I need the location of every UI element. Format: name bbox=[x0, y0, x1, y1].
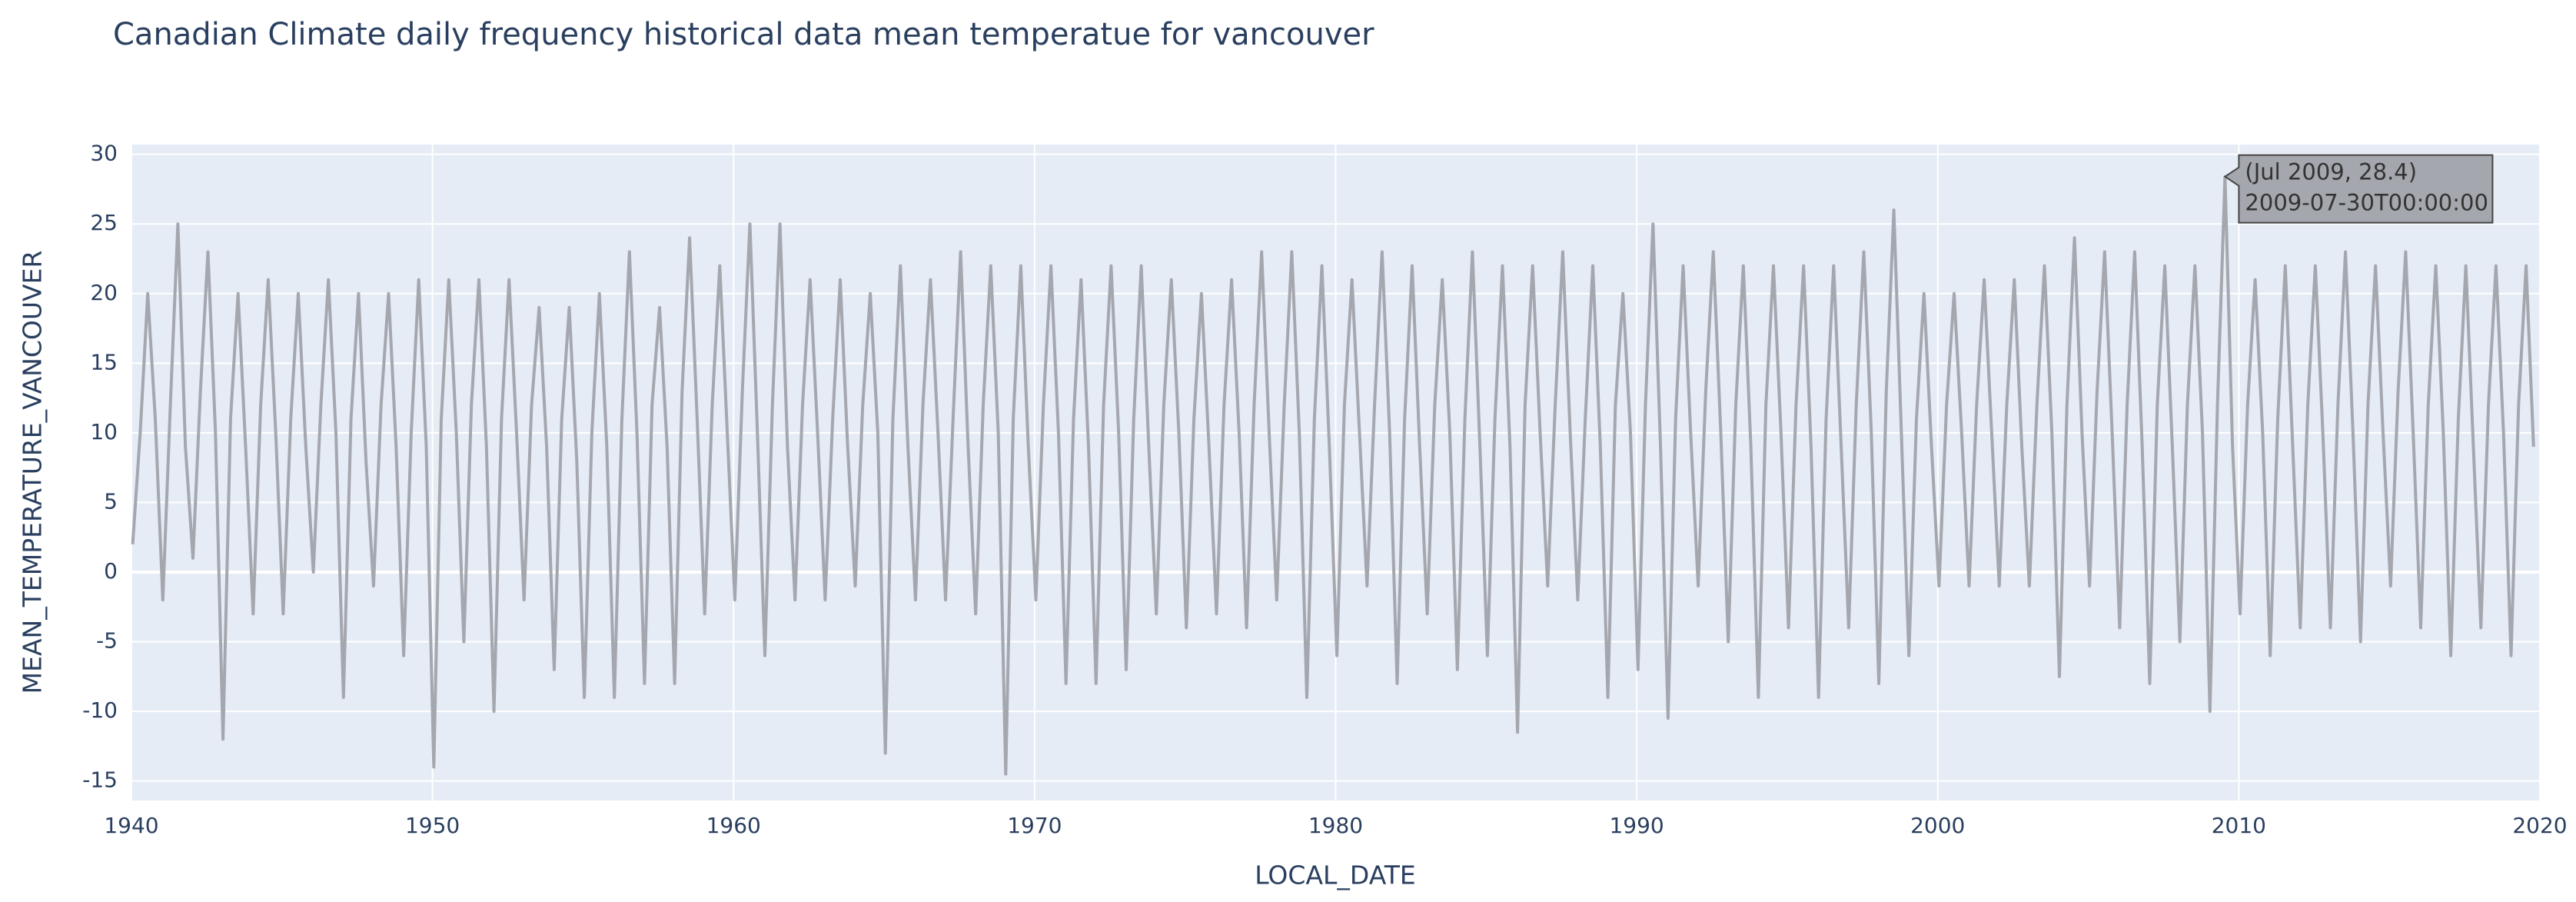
hover-label: (Jul 2009, 28.4) 2009-07-30T00:00:00 bbox=[2223, 154, 2494, 224]
y-tick-label: 25 bbox=[90, 210, 118, 235]
x-tick-label: 1960 bbox=[706, 813, 761, 838]
x-tick-label: 1950 bbox=[405, 813, 460, 838]
y-tick-label: 10 bbox=[90, 419, 118, 444]
y-tick-label: -5 bbox=[96, 628, 118, 654]
x-tick-label: 2010 bbox=[2212, 813, 2266, 838]
x-tick-label: 2020 bbox=[2512, 813, 2567, 838]
x-tick-label: 2000 bbox=[1910, 813, 1965, 838]
x-tick-label: 1970 bbox=[1007, 813, 1062, 838]
y-tick-label: 20 bbox=[90, 280, 118, 305]
hover-text: (Jul 2009, 28.4) bbox=[2245, 159, 2417, 185]
marks bbox=[131, 175, 2535, 776]
y-tick-label: 15 bbox=[90, 349, 118, 374]
y-tick-label: 30 bbox=[90, 141, 118, 166]
x-tick-label: 1990 bbox=[1609, 813, 1664, 838]
y-axis-title: MEAN_TEMPERATURE_VANCOUVER bbox=[18, 251, 48, 694]
line-series bbox=[131, 175, 2535, 776]
hover-box bbox=[2223, 154, 2494, 224]
y-tick-label: 5 bbox=[104, 488, 118, 514]
x-axis-title: LOCAL_DATE bbox=[1255, 860, 1416, 890]
hover-text: 2009-07-30T00:00:00 bbox=[2245, 190, 2488, 216]
y-tick-label: -10 bbox=[82, 697, 118, 723]
chart-title: Canadian Climate daily frequency histori… bbox=[113, 17, 1374, 52]
y-tick-label: 0 bbox=[104, 558, 118, 584]
x-tick-label: 1980 bbox=[1308, 813, 1363, 838]
y-tick-label: -15 bbox=[82, 767, 118, 793]
x-tick-label: 1940 bbox=[104, 813, 158, 838]
